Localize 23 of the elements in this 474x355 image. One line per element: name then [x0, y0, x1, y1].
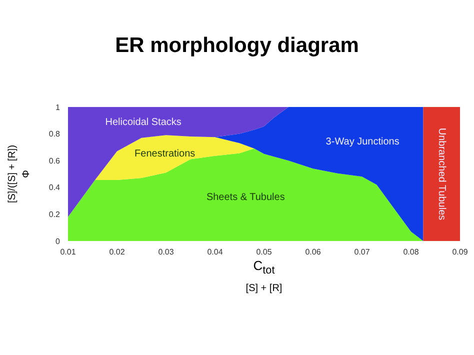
x-tick-label: 0.05 — [256, 248, 272, 257]
x-tick-label: 0.01 — [60, 248, 76, 257]
x-tick-label: 0.02 — [109, 248, 126, 257]
chart-title: ER morphology diagram — [114, 34, 360, 58]
x-tick-label: 0.09 — [452, 248, 468, 257]
series-label: Unbranched Tubules — [436, 128, 447, 220]
x-tick-label: 0.08 — [403, 248, 420, 257]
y-tick-label: 0.4 — [48, 183, 61, 192]
y-axis-title: [S]/([S] + [R]) Φ — [6, 144, 33, 204]
x-tick-label: 0.03 — [158, 248, 174, 257]
series-label: 3-Way Junctions — [326, 136, 400, 148]
y-tick-label: 0.6 — [48, 156, 61, 166]
y-tick-label: 1 — [56, 102, 61, 112]
y-tick-label: 0 — [56, 236, 61, 246]
y-tick-label: 0.2 — [48, 210, 61, 220]
x-axis-title: C$_{tot}$ [S] + [R] — [244, 258, 284, 294]
series-label: Helicoidal Stacks — [105, 117, 182, 128]
x-tick-label: 0.06 — [305, 248, 322, 257]
x-tick-label: 0.04 — [207, 248, 224, 257]
x-tick-label: 0.07 — [354, 248, 370, 257]
series-label: Fenestrations — [134, 148, 196, 160]
y-tick-label: 0.8 — [48, 130, 61, 139]
series-label: Sheets & Tubules — [206, 192, 285, 203]
